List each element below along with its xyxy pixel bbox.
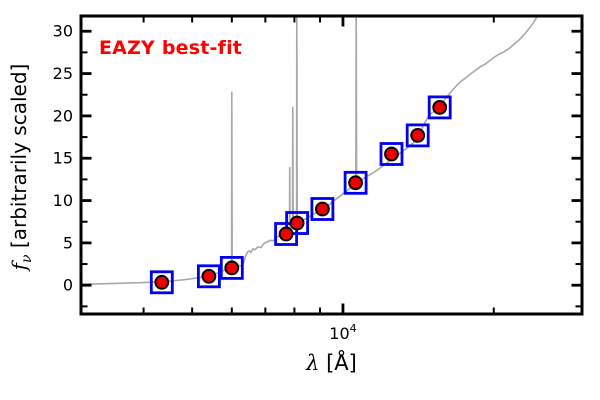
square-marker <box>405 123 430 148</box>
square-marker <box>196 264 221 289</box>
y-tick-label: 30 <box>53 22 73 41</box>
square-marker <box>379 142 404 166</box>
x-axis-unit: [Å] <box>319 351 357 375</box>
flux-symbol: f <box>7 262 31 271</box>
circle-marker <box>154 274 170 290</box>
observed-photometry-markers <box>154 100 448 290</box>
y-tick-label: 15 <box>53 149 73 168</box>
y-axis-label: fν [arbitrarily scaled] <box>7 17 37 317</box>
square-marker <box>285 211 310 235</box>
circle-marker <box>289 215 305 231</box>
circle-marker <box>348 175 364 191</box>
flux-subscript: ν <box>19 254 35 263</box>
circle-marker <box>315 201 330 217</box>
lambda-symbol: λ <box>306 351 320 375</box>
y-tick-label: 0 <box>63 276 73 295</box>
circle-marker <box>224 260 240 276</box>
y-tick-label: 10 <box>53 191 73 210</box>
circle-marker <box>410 128 426 143</box>
y-tick-label: 25 <box>53 64 73 83</box>
circle-marker <box>384 146 399 162</box>
x-tick-label: 104 <box>329 322 356 343</box>
square-marker <box>149 270 174 295</box>
square-marker <box>219 255 244 280</box>
y-axis-unit: [arbitrarily scaled] <box>7 63 31 255</box>
bestfit-annotation: EAZY best-fit <box>99 37 243 59</box>
circle-marker <box>201 268 217 284</box>
y-tick-label: 20 <box>53 106 73 125</box>
y-tick-labels: 0 5 10 15 20 25 30 <box>53 22 73 295</box>
x-axis-label: λ [Å] <box>81 351 582 375</box>
circle-marker <box>432 100 448 115</box>
square-marker <box>310 197 335 221</box>
square-marker <box>343 170 368 195</box>
square-marker <box>427 95 452 120</box>
plot-frame <box>79 14 584 316</box>
circle-marker <box>278 226 294 242</box>
template-photometry-markers <box>149 95 452 295</box>
y-tick-label: 5 <box>63 233 73 252</box>
axis-ticks <box>82 17 581 313</box>
